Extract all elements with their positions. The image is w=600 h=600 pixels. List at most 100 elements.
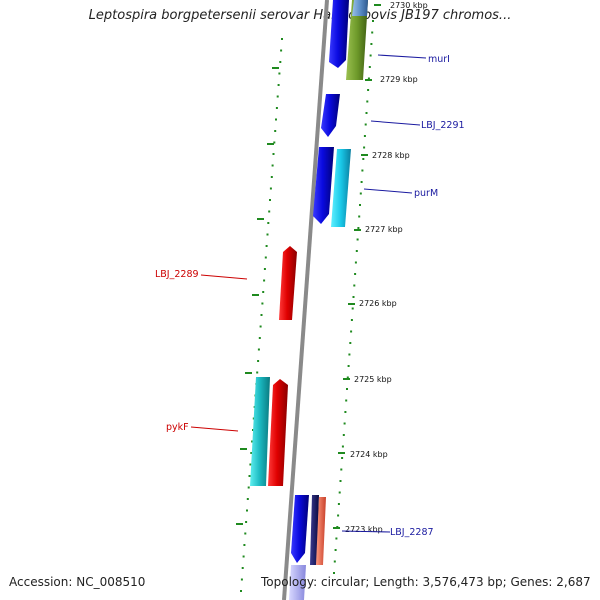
ruler-dot <box>263 279 266 282</box>
ruler-dot <box>349 342 352 344</box>
ruler-dot <box>343 422 346 425</box>
ruler-dot <box>345 399 348 402</box>
gene-pykF-arrow <box>268 379 288 486</box>
ruler-dot <box>365 112 368 114</box>
ruler-dot <box>240 578 243 581</box>
gene-pykF-neighbor <box>250 377 270 486</box>
accession-text: Accession: NC_008510 <box>9 575 146 589</box>
ruler-dot <box>352 296 355 298</box>
gene-labels: murI LBJ_2291 purM LBJ_2289 pykF LBJ_228… <box>155 54 465 538</box>
gene-adjacent-olive <box>346 0 368 80</box>
ruler-dot <box>338 491 341 494</box>
ruler-dot <box>257 348 260 351</box>
ruler-dot <box>258 337 261 339</box>
ruler-dot <box>270 176 273 178</box>
ruler-dot <box>276 95 279 98</box>
ruler-dot <box>357 227 360 229</box>
ruler-dot <box>252 429 254 431</box>
ruler-dot <box>346 376 349 379</box>
ruler-dot <box>360 181 363 183</box>
ruler-dot <box>359 204 361 206</box>
gene-label-murI: murI <box>428 54 450 65</box>
ruler-dot <box>245 521 248 523</box>
ruler-dot <box>344 411 347 413</box>
ruler-dot <box>246 509 248 512</box>
ruler-dot <box>361 169 364 172</box>
gene-LBJ_2287-arrow <box>291 495 309 563</box>
ruler-dot <box>268 210 271 213</box>
ruler-dot <box>346 388 348 390</box>
ruler-dot <box>359 192 362 195</box>
ruler-dot <box>370 43 373 45</box>
ruler-dot <box>272 153 275 155</box>
ruler-dot <box>367 77 370 80</box>
gene-adjacent-steel <box>352 0 368 16</box>
ruler-dot <box>261 302 264 305</box>
ruler-dot <box>243 544 246 546</box>
ruler-dot <box>367 89 370 91</box>
ruler-dot <box>372 20 374 22</box>
ruler-dot <box>363 146 366 149</box>
topology-summary: Topology: circular; Length: 3,576,473 bp… <box>261 575 591 589</box>
gene-label-leaders <box>190 54 427 533</box>
scale-tick-label: 2724 kbp <box>350 450 388 459</box>
gene-LBJ_2287-navy <box>310 495 319 565</box>
ruler-dot <box>265 245 268 247</box>
ruler-dot <box>248 475 251 477</box>
ruler-dot <box>280 49 283 52</box>
ruler-dot <box>260 314 263 316</box>
ruler-dot <box>269 187 272 190</box>
ruler-dot <box>279 61 282 63</box>
ruler-dot <box>363 135 366 137</box>
gene-bottom-pale <box>289 565 306 600</box>
chromosome-backbone <box>282 0 329 600</box>
ruler-dot <box>351 307 354 310</box>
scale-tick-label: 2729 kbp <box>380 75 418 84</box>
gene-purM-arrow <box>313 147 334 224</box>
ruler-dot <box>341 457 344 459</box>
ruler-dot <box>371 31 374 34</box>
gene-label-purM: purM <box>414 188 438 199</box>
ruler-dot <box>264 256 267 259</box>
ruler-dot <box>281 38 283 40</box>
ruler-dot <box>358 215 361 218</box>
ruler-dot <box>275 107 278 109</box>
ruler-dot <box>251 440 254 443</box>
ruler-dot <box>341 445 344 448</box>
ruler-dot <box>274 130 277 132</box>
ruler-dot <box>250 452 253 454</box>
ruler-dot <box>247 486 250 489</box>
map-title: Leptospira borgpetersenii serovar Hardjo… <box>88 8 512 23</box>
left-dotted-ruler <box>240 38 283 592</box>
scale-tick-label: 2725 kbp <box>354 375 392 384</box>
ruler-dot <box>354 273 357 275</box>
ruler-dot <box>354 261 357 264</box>
ruler-dot <box>256 371 259 374</box>
gene-LBJ_2289-arrow <box>279 246 297 320</box>
scale-tick-label: 2726 kbp <box>359 299 397 308</box>
ruler-dot <box>266 233 269 236</box>
ruler-dot <box>362 158 365 160</box>
scale-tick-label: 2723 kbp <box>345 525 383 534</box>
left-tick-dashes <box>236 67 279 525</box>
ruler-dot <box>366 100 369 103</box>
ruler-dot <box>241 567 244 569</box>
ruler-dot <box>337 503 340 505</box>
ruler-dot <box>242 555 245 558</box>
gene-LBJ_2287-salmon <box>316 497 326 565</box>
ruler-dot <box>335 537 338 540</box>
scale-tick-dashes <box>333 4 381 529</box>
ruler-dot <box>368 66 371 68</box>
right-dotted-ruler <box>333 20 374 574</box>
ruler-dot <box>337 514 340 517</box>
ruler-dot <box>263 268 266 270</box>
ruler-dot <box>369 54 372 57</box>
ruler-dot <box>350 330 353 333</box>
ruler-dot <box>244 532 247 535</box>
gene-label-pykF: pykF <box>166 422 189 433</box>
ruler-dot <box>334 549 337 551</box>
ruler-dot <box>353 284 356 287</box>
ruler-dot <box>249 463 252 466</box>
ruler-dot <box>259 325 262 328</box>
